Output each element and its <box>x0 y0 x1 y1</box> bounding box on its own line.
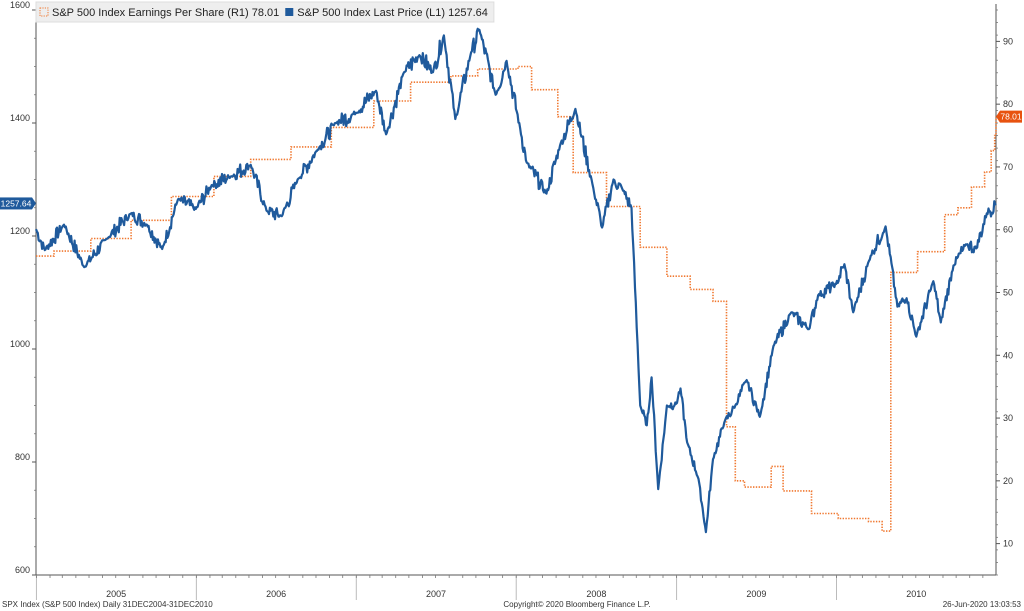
right-tick-label: 50 <box>1003 288 1013 298</box>
legend-box <box>35 1 495 23</box>
left-flag-arrow <box>32 197 36 210</box>
left-tick-label: 1000 <box>10 339 30 349</box>
legend-label-eps: S&P 500 Index Earnings Per Share (R1) 78… <box>52 7 279 19</box>
left-tick-label: 800 <box>15 452 30 462</box>
left-tick-label: 1600 <box>10 0 30 10</box>
left-tick-label: 1200 <box>10 226 30 236</box>
footer-source: SPX Index (S&P 500 Index) Daily 31DEC200… <box>2 600 213 609</box>
series-layer <box>34 27 997 534</box>
year-label: 2006 <box>266 589 286 599</box>
right-tick-label: 30 <box>1003 413 1013 423</box>
right-tick-label: 70 <box>1003 162 1013 172</box>
left-y-axis: 600 800 1000 1200 1400 1600 <box>10 0 36 576</box>
year-label: 2005 <box>106 589 126 599</box>
right-tick-label: 80 <box>1003 99 1013 109</box>
price-series-line <box>34 27 997 534</box>
right-last-value: 78.01 <box>1000 112 1022 122</box>
year-label: 2009 <box>746 589 766 599</box>
left-last-value: 1257.64 <box>1 198 32 208</box>
footer-timestamp: 26-Jun-2020 13:03:53 <box>943 600 1022 609</box>
footer: SPX Index (S&P 500 Index) Daily 31DEC200… <box>2 600 1022 609</box>
last-value-flags: 78.01 1257.64 <box>0 110 1022 210</box>
right-tick-label: 20 <box>1003 476 1013 486</box>
legend-label-price: S&P 500 Index Last Price (L1) 1257.64 <box>297 7 488 19</box>
right-tick-label: 40 <box>1003 350 1013 360</box>
left-tick-label: 600 <box>15 565 30 575</box>
left-tick-label: 1400 <box>10 113 30 123</box>
right-tick-label: 90 <box>1003 36 1013 46</box>
left-last-value-flag <box>0 197 32 210</box>
year-label: 2010 <box>906 589 926 599</box>
year-label: 2007 <box>426 589 446 599</box>
right-y-axis: 10 20 30 40 50 60 70 80 90 <box>996 9 1013 576</box>
footer-copyright: Copyright© 2020 Bloomberg Finance L.P. <box>503 600 650 609</box>
legend-swatch-eps <box>39 7 49 17</box>
plot-frame <box>35 4 997 576</box>
year-axis: 2005 2006 2007 2008 2009 2010 <box>35 575 984 600</box>
right-last-value-flag <box>996 110 1022 123</box>
eps-series-line <box>36 65 997 532</box>
year-label: 2008 <box>586 589 606 599</box>
legend: S&P 500 Index Earnings Per Share (R1) 78… <box>35 1 495 23</box>
legend-swatch-price <box>285 8 294 16</box>
right-tick-label: 60 <box>1003 225 1013 235</box>
right-tick-label: 10 <box>1003 539 1013 549</box>
